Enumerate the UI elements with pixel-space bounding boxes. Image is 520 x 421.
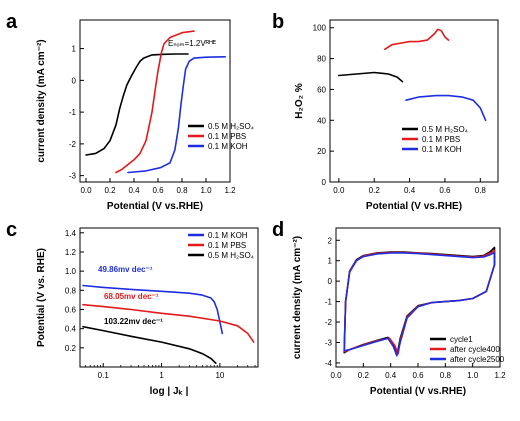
x-tick-label: 0.0 (333, 186, 345, 195)
y-tick-label: 0.4 (65, 325, 77, 334)
panel-a: a 0.0 0.2 0.4 0.6 0.8 1.0 1.2 1 0 -1 -2 -3 Potential … (6, 11, 254, 212)
series-line-2 (127, 56, 226, 174)
x-tick-label: 1.0 (467, 371, 479, 380)
y-tick-label: 0 (328, 277, 333, 286)
x-tick-label: 0.8 (475, 186, 487, 195)
series-line-1 (82, 303, 255, 343)
y-tick-label: 0.2 (65, 344, 77, 353)
legend-entry: after cycle400 (450, 345, 500, 354)
y-tick-label: 20 (317, 147, 326, 156)
y-tick-label: 1 (328, 257, 333, 266)
y-tick-label: 1 (72, 45, 77, 54)
y-tick-label: -4 (325, 359, 333, 368)
y-tick-label: 1.0 (65, 267, 77, 276)
y-tick-label: 2 (328, 236, 333, 245)
x-tick-label: 0.4 (128, 186, 140, 195)
x-axis-label: log | Jₖ | (150, 386, 189, 397)
y-tick-label: 60 (317, 85, 326, 94)
y-axis-label: current density (mA cm⁻²) (292, 236, 303, 359)
panel-letter: c (6, 219, 17, 241)
slope-label: 103.22mv dec⁻¹ (104, 317, 163, 326)
series-line-1 (384, 28, 450, 51)
y-tick-label: -1 (69, 108, 77, 117)
y-tick-label: -3 (69, 172, 77, 181)
x-tick-label: 0.8 (440, 371, 452, 380)
x-axis-label: Potential (V vs.RHE) (107, 201, 203, 212)
series-line-2 (82, 325, 217, 364)
x-tick-label: 1 (159, 371, 164, 380)
plot-frame (329, 19, 499, 183)
slope-label: 49.86mv dec⁻¹ (98, 265, 153, 274)
x-tick-label: 0.2 (369, 186, 381, 195)
y-tick-label: 0 (322, 178, 327, 187)
legend-entry: 0.1 M KOH (208, 142, 248, 151)
legend-entry: 0.5 M H₂SO₄ (208, 122, 254, 131)
x-tick-label: 0.2 (358, 371, 370, 380)
legend-entry: 0.1 M PBS (208, 241, 246, 250)
x-tick-label: 1.2 (494, 371, 506, 380)
y-tick-label: 80 (317, 55, 326, 64)
legend-entry: 0.1 M KOH (208, 231, 248, 240)
x-tick-label: 0.0 (80, 186, 92, 195)
x-tick-label: 0.6 (152, 186, 164, 195)
series-line-2 (405, 94, 487, 122)
series-line-1 (115, 30, 195, 174)
panel-d: d 0.0 0.2 0.4 0.6 0.8 1.0 1.2 -4 -3 -2 -1 0 1 2 Potenti… (272, 219, 506, 397)
y-tick-label: -1 (325, 298, 333, 307)
x-tick-label: 1.2 (224, 186, 236, 195)
legend-entry: after cycle2500 (450, 355, 505, 364)
plot-frame (79, 227, 259, 368)
y-tick-label: -3 (325, 338, 333, 347)
legend-entry: 0.1 M PBS (208, 132, 246, 141)
y-tick-label: 0 (72, 76, 77, 85)
y-tick-label: 100 (313, 24, 327, 33)
x-tick-label: 0.2 (104, 186, 116, 195)
x-tick-label: 0.4 (404, 186, 416, 195)
x-axis-label: Potential (V vs.RHE) (370, 386, 466, 397)
y-axis-label: Potential (V vs. RHE) (36, 248, 47, 347)
legend-entry: 0.1 M KOH (422, 145, 462, 154)
x-tick-label: 0.1 (98, 371, 110, 380)
y-tick-label: 1.2 (65, 248, 77, 257)
slope-label: 68.05mv dec⁻¹ (104, 292, 159, 301)
legend-entry: 0.5 M H₂SO₄ (208, 251, 254, 260)
x-tick-label: 0.8 (176, 186, 188, 195)
annotation-text: Eₙₒₘ=1.2Vᴿᴴᴱ (168, 39, 217, 48)
panel-b: b 0.0 0.2 0.4 0.6 0.8 0 20 40 60 80 100 Potential (V… (272, 11, 499, 212)
series-line-0 (85, 53, 189, 156)
x-tick-label: 0.6 (439, 186, 451, 195)
y-axis-label: current density (mA cm⁻²) (36, 39, 47, 162)
panel-letter: d (272, 219, 284, 241)
x-tick-label: 0.6 (412, 371, 424, 380)
y-tick-label: 0.6 (65, 305, 77, 314)
y-tick-label: 0.8 (65, 286, 77, 295)
series-line-0 (338, 71, 404, 83)
x-tick-label: 10 (215, 371, 224, 380)
series-line-0 (82, 284, 224, 335)
panel-letter: a (6, 11, 18, 33)
y-tick-label: 40 (317, 116, 326, 125)
series-line-2 (343, 251, 496, 357)
y-axis-label: H₂O₂ % (294, 83, 305, 119)
x-axis-label: Potential (V vs.RHE) (366, 201, 462, 212)
y-tick-label: 1.4 (65, 229, 77, 238)
plot-frame (79, 19, 231, 183)
legend-entry: cycle1 (450, 335, 473, 344)
panel-letter: b (272, 11, 284, 33)
x-tick-label: 0.0 (330, 371, 342, 380)
y-tick-label: -2 (325, 318, 333, 327)
panel-c: c 0.1 1 10 0.2 0.4 0.6 0.8 1.0 1.2 1.4 log | Jₖ | Po… (6, 219, 259, 397)
y-tick-label: -2 (69, 140, 77, 149)
x-tick-label: 0.4 (385, 371, 397, 380)
x-tick-label: 1.0 (200, 186, 212, 195)
legend-entry: 0.5 M H₂SO₄ (422, 125, 468, 134)
legend-entry: 0.1 M PBS (422, 135, 460, 144)
